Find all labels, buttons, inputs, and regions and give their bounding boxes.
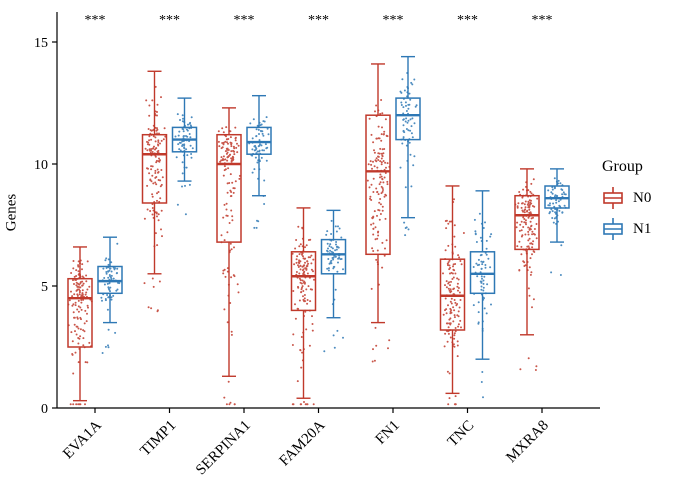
boxplot-key-n1-icon (600, 217, 626, 241)
box-FAM20A-N1 (320, 209, 347, 353)
chart-text: *** (457, 13, 478, 28)
box-SERPINA1-N1 (246, 94, 272, 229)
box-TIMP1-N0 (141, 70, 168, 313)
box-SERPINA1-N0 (216, 107, 242, 406)
box-FN1-N0 (365, 63, 391, 363)
box-MXRA8-N0 (514, 168, 540, 371)
chart-text: *** (234, 13, 255, 28)
chart-text: 0 (41, 402, 48, 417)
chart-text: *** (85, 13, 106, 28)
chart-text: FAM20A (277, 417, 329, 469)
legend-title: Group (602, 158, 643, 175)
chart-text: MXRA8 (503, 418, 551, 466)
chart-text: *** (532, 13, 553, 28)
box-FAM20A-N0 (290, 207, 317, 406)
legend: Group N0 N1 (600, 158, 651, 248)
box-MXRA8-N1 (544, 168, 570, 276)
legend-item-n0: N0 (600, 186, 651, 210)
series-N0 (67, 63, 540, 406)
legend-item-n1: N1 (600, 217, 651, 241)
significance-stars: *** *** *** *** *** *** *** (85, 13, 553, 28)
box-TNC-N1 (469, 190, 496, 399)
box-EVA1A-N0 (67, 246, 93, 406)
chart-text: SERPINA1 (193, 418, 254, 479)
y-axis-title: Genes (3, 193, 20, 232)
chart-text: 5 (41, 280, 48, 295)
box-EVA1A-N1 (97, 236, 123, 354)
chart-text: *** (159, 13, 180, 28)
series-N1 (97, 55, 570, 399)
y-axis-tick-labels: 0 5 10 15 (34, 36, 48, 417)
chart-text: *** (308, 13, 329, 28)
legend-label-n1: N1 (633, 220, 652, 237)
box-TNC-N0 (439, 185, 466, 406)
chart-text: TIMP1 (137, 418, 179, 460)
chart-text: FN1 (373, 418, 403, 448)
jitter-points (323, 219, 344, 353)
boxplot-key-n0-icon (600, 186, 626, 210)
jitter-points (291, 225, 315, 406)
chart-text: *** (383, 13, 404, 28)
axes (52, 12, 600, 413)
jitter-points (217, 126, 241, 406)
x-axis-gene-labels: EVA1A TIMP1 SERPINA1 FAM20A FN1 TNC MXRA8 (60, 417, 552, 478)
chart-text: 10 (34, 158, 48, 173)
jitter-points (442, 198, 465, 406)
chart-text: 15 (34, 36, 48, 51)
box-FN1-N1 (395, 55, 421, 237)
chart-text: TNC (445, 418, 478, 451)
chart-text: EVA1A (60, 417, 105, 462)
legend-label-n0: N0 (633, 189, 652, 206)
box-TIMP1-N1 (171, 97, 198, 216)
